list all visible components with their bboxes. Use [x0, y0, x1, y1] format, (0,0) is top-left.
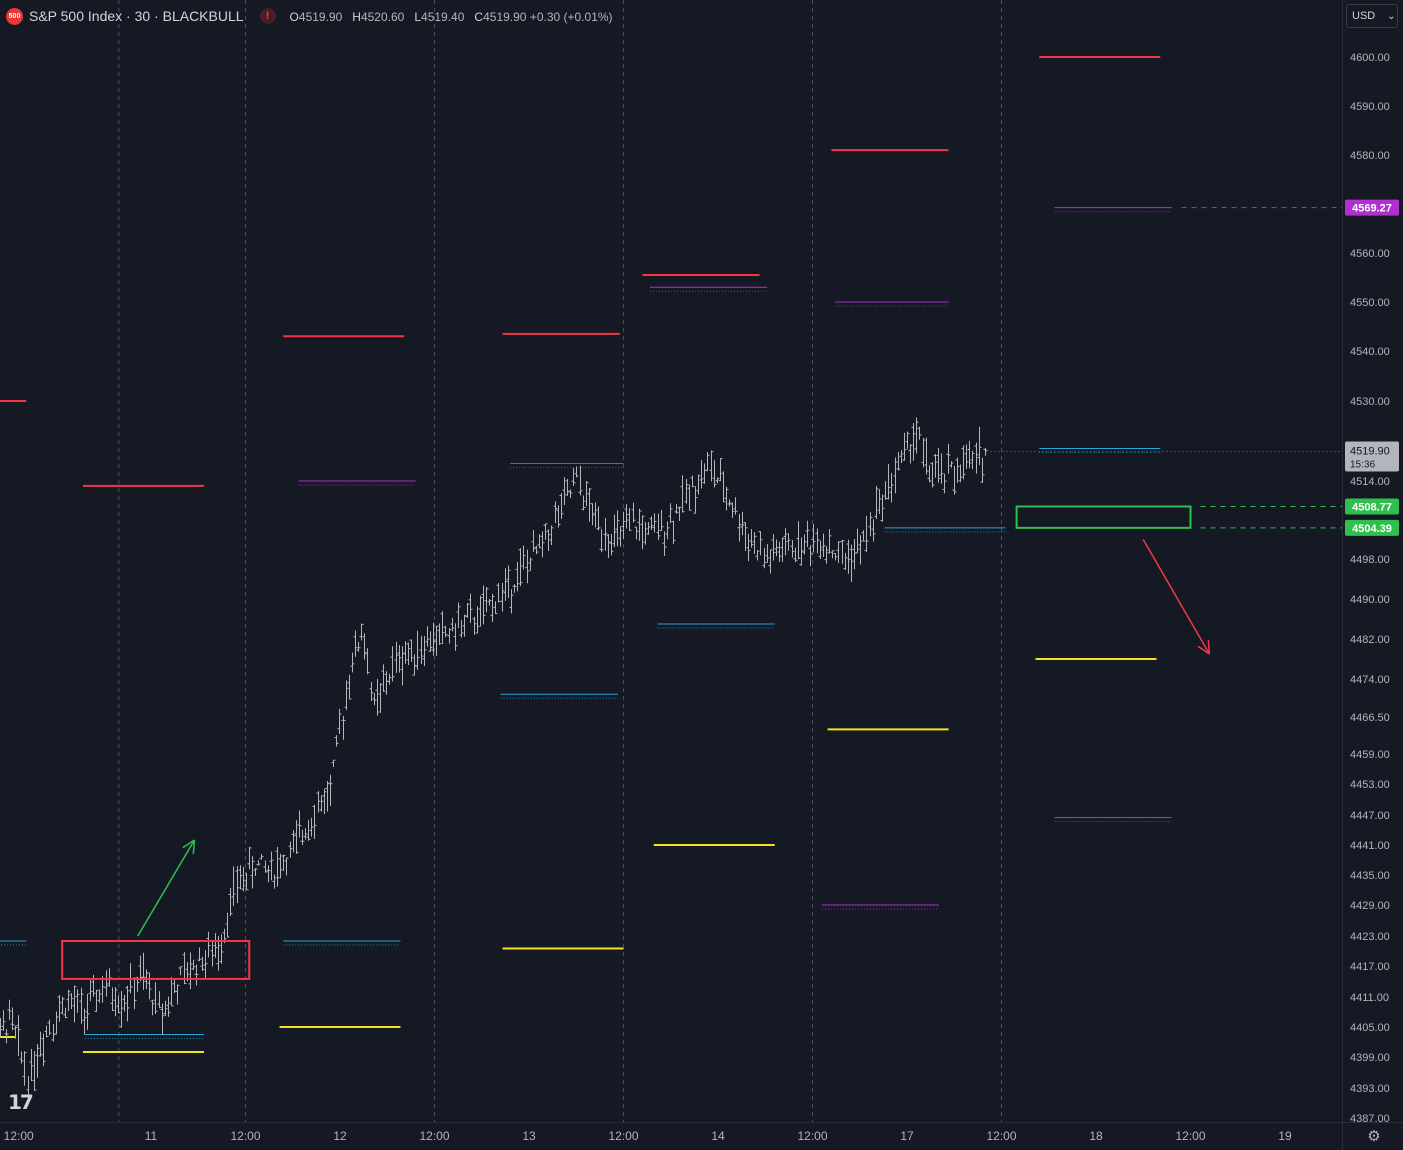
arrow-head-green [182, 839, 195, 849]
x-tick-label: 13 [522, 1129, 536, 1143]
price-tag-green [1345, 498, 1399, 515]
y-tick-label: 4580.00 [1350, 150, 1390, 162]
zone-rectangle-green [1015, 505, 1192, 529]
y-tick-label: 4429.00 [1350, 900, 1390, 912]
y-tick-label: 4540.00 [1350, 346, 1390, 358]
x-tick-label: 19 [1278, 1129, 1292, 1143]
bar-countdown-label: 15:36 [1350, 460, 1375, 471]
arrow-head-red [1207, 639, 1211, 655]
last-price-label: 4519.90 [1350, 446, 1390, 458]
currency-value: USD [1352, 10, 1376, 22]
symbol-badge[interactable]: 500 [6, 7, 23, 25]
y-tick-label: 4600.00 [1350, 52, 1390, 64]
y-tick-label: 4423.00 [1350, 931, 1390, 943]
symbol-title[interactable]: S&P 500 Index · 30 · BLACKBULL [29, 8, 244, 24]
y-tick-label: 4387.00 [1350, 1113, 1390, 1125]
y-tick-label: 4411.00 [1350, 992, 1389, 1004]
y-tick-label: 4498.00 [1350, 554, 1390, 566]
currency-select[interactable]: USD ⌄ [1346, 4, 1398, 28]
x-tick-label: 12 [333, 1129, 347, 1143]
x-tick-label: 12:00 [230, 1129, 260, 1143]
y-tick-label: 4441.00 [1350, 840, 1390, 852]
y-tick-label: 4474.00 [1350, 674, 1390, 686]
price-tag-magenta [1345, 199, 1399, 216]
x-tick-label: 12:00 [797, 1129, 827, 1143]
y-tick-label: 4393.00 [1350, 1083, 1390, 1095]
x-tick-label: 11 [145, 1129, 158, 1143]
x-tick-label: 12:00 [419, 1129, 449, 1143]
y-tick-label: 4590.00 [1350, 101, 1390, 113]
y-tick-label: 4399.00 [1350, 1052, 1390, 1064]
tradingview-logo[interactable]: 𝟭𝟳 [8, 1092, 34, 1114]
y-tick-label: 4435.00 [1350, 870, 1390, 882]
arrow-line-red [1142, 539, 1211, 655]
x-tick-label: 12:00 [1175, 1129, 1205, 1143]
y-tick-label: 4482.00 [1350, 634, 1390, 646]
y-tick-label: 4466.50 [1350, 712, 1390, 724]
price-tag-label: 4569.27 [1352, 203, 1392, 215]
y-tick-label: 4405.00 [1350, 1022, 1390, 1034]
symbol-legend: 500 S&P 500 Index · 30 · BLACKBULL ! O45… [6, 6, 617, 26]
y-tick-label: 4417.00 [1350, 961, 1390, 973]
y-tick-label: 4560.00 [1350, 248, 1390, 260]
y-tick-label: 4490.00 [1350, 594, 1390, 606]
y-tick-label: 4530.00 [1350, 396, 1390, 408]
y-tick-label: 4550.00 [1350, 297, 1390, 309]
arrow-head-green [192, 839, 196, 855]
y-tick-label: 4453.00 [1350, 779, 1390, 791]
x-tick-label: 14 [711, 1129, 725, 1143]
y-tick-label: 4447.00 [1350, 810, 1390, 822]
x-tick-label: 18 [1089, 1129, 1103, 1143]
zone-rectangle-red [61, 940, 251, 980]
price-tag-label: 4504.39 [1352, 523, 1392, 535]
chevron-down-icon: ⌄ [1387, 10, 1396, 22]
ohlc-high: H4520.60 [352, 9, 405, 24]
price-tag-green [1345, 519, 1399, 536]
arrow-head-red [1197, 645, 1210, 655]
price-tag-label: 4508.77 [1352, 501, 1392, 513]
ohlc-close: C4519.90 +0.30 (+0.01%) [474, 9, 613, 24]
gear-icon[interactable]: ⚙ [1367, 1128, 1381, 1145]
arrow-line-green [137, 839, 196, 937]
x-tick-label: 12:00 [608, 1129, 638, 1143]
y-tick-label: 4514.00 [1350, 476, 1390, 488]
ohlc-open: O4519.90 [289, 9, 343, 24]
x-tick-label: 12:00 [4, 1129, 34, 1143]
last-price-tag [1345, 441, 1399, 472]
ohlc-low: L4519.40 [414, 9, 465, 24]
warning-icon[interactable]: ! [259, 8, 276, 24]
x-tick-label: 17 [900, 1129, 914, 1143]
x-tick-label: 12:00 [986, 1129, 1016, 1143]
y-tick-label: 4459.00 [1350, 749, 1390, 761]
